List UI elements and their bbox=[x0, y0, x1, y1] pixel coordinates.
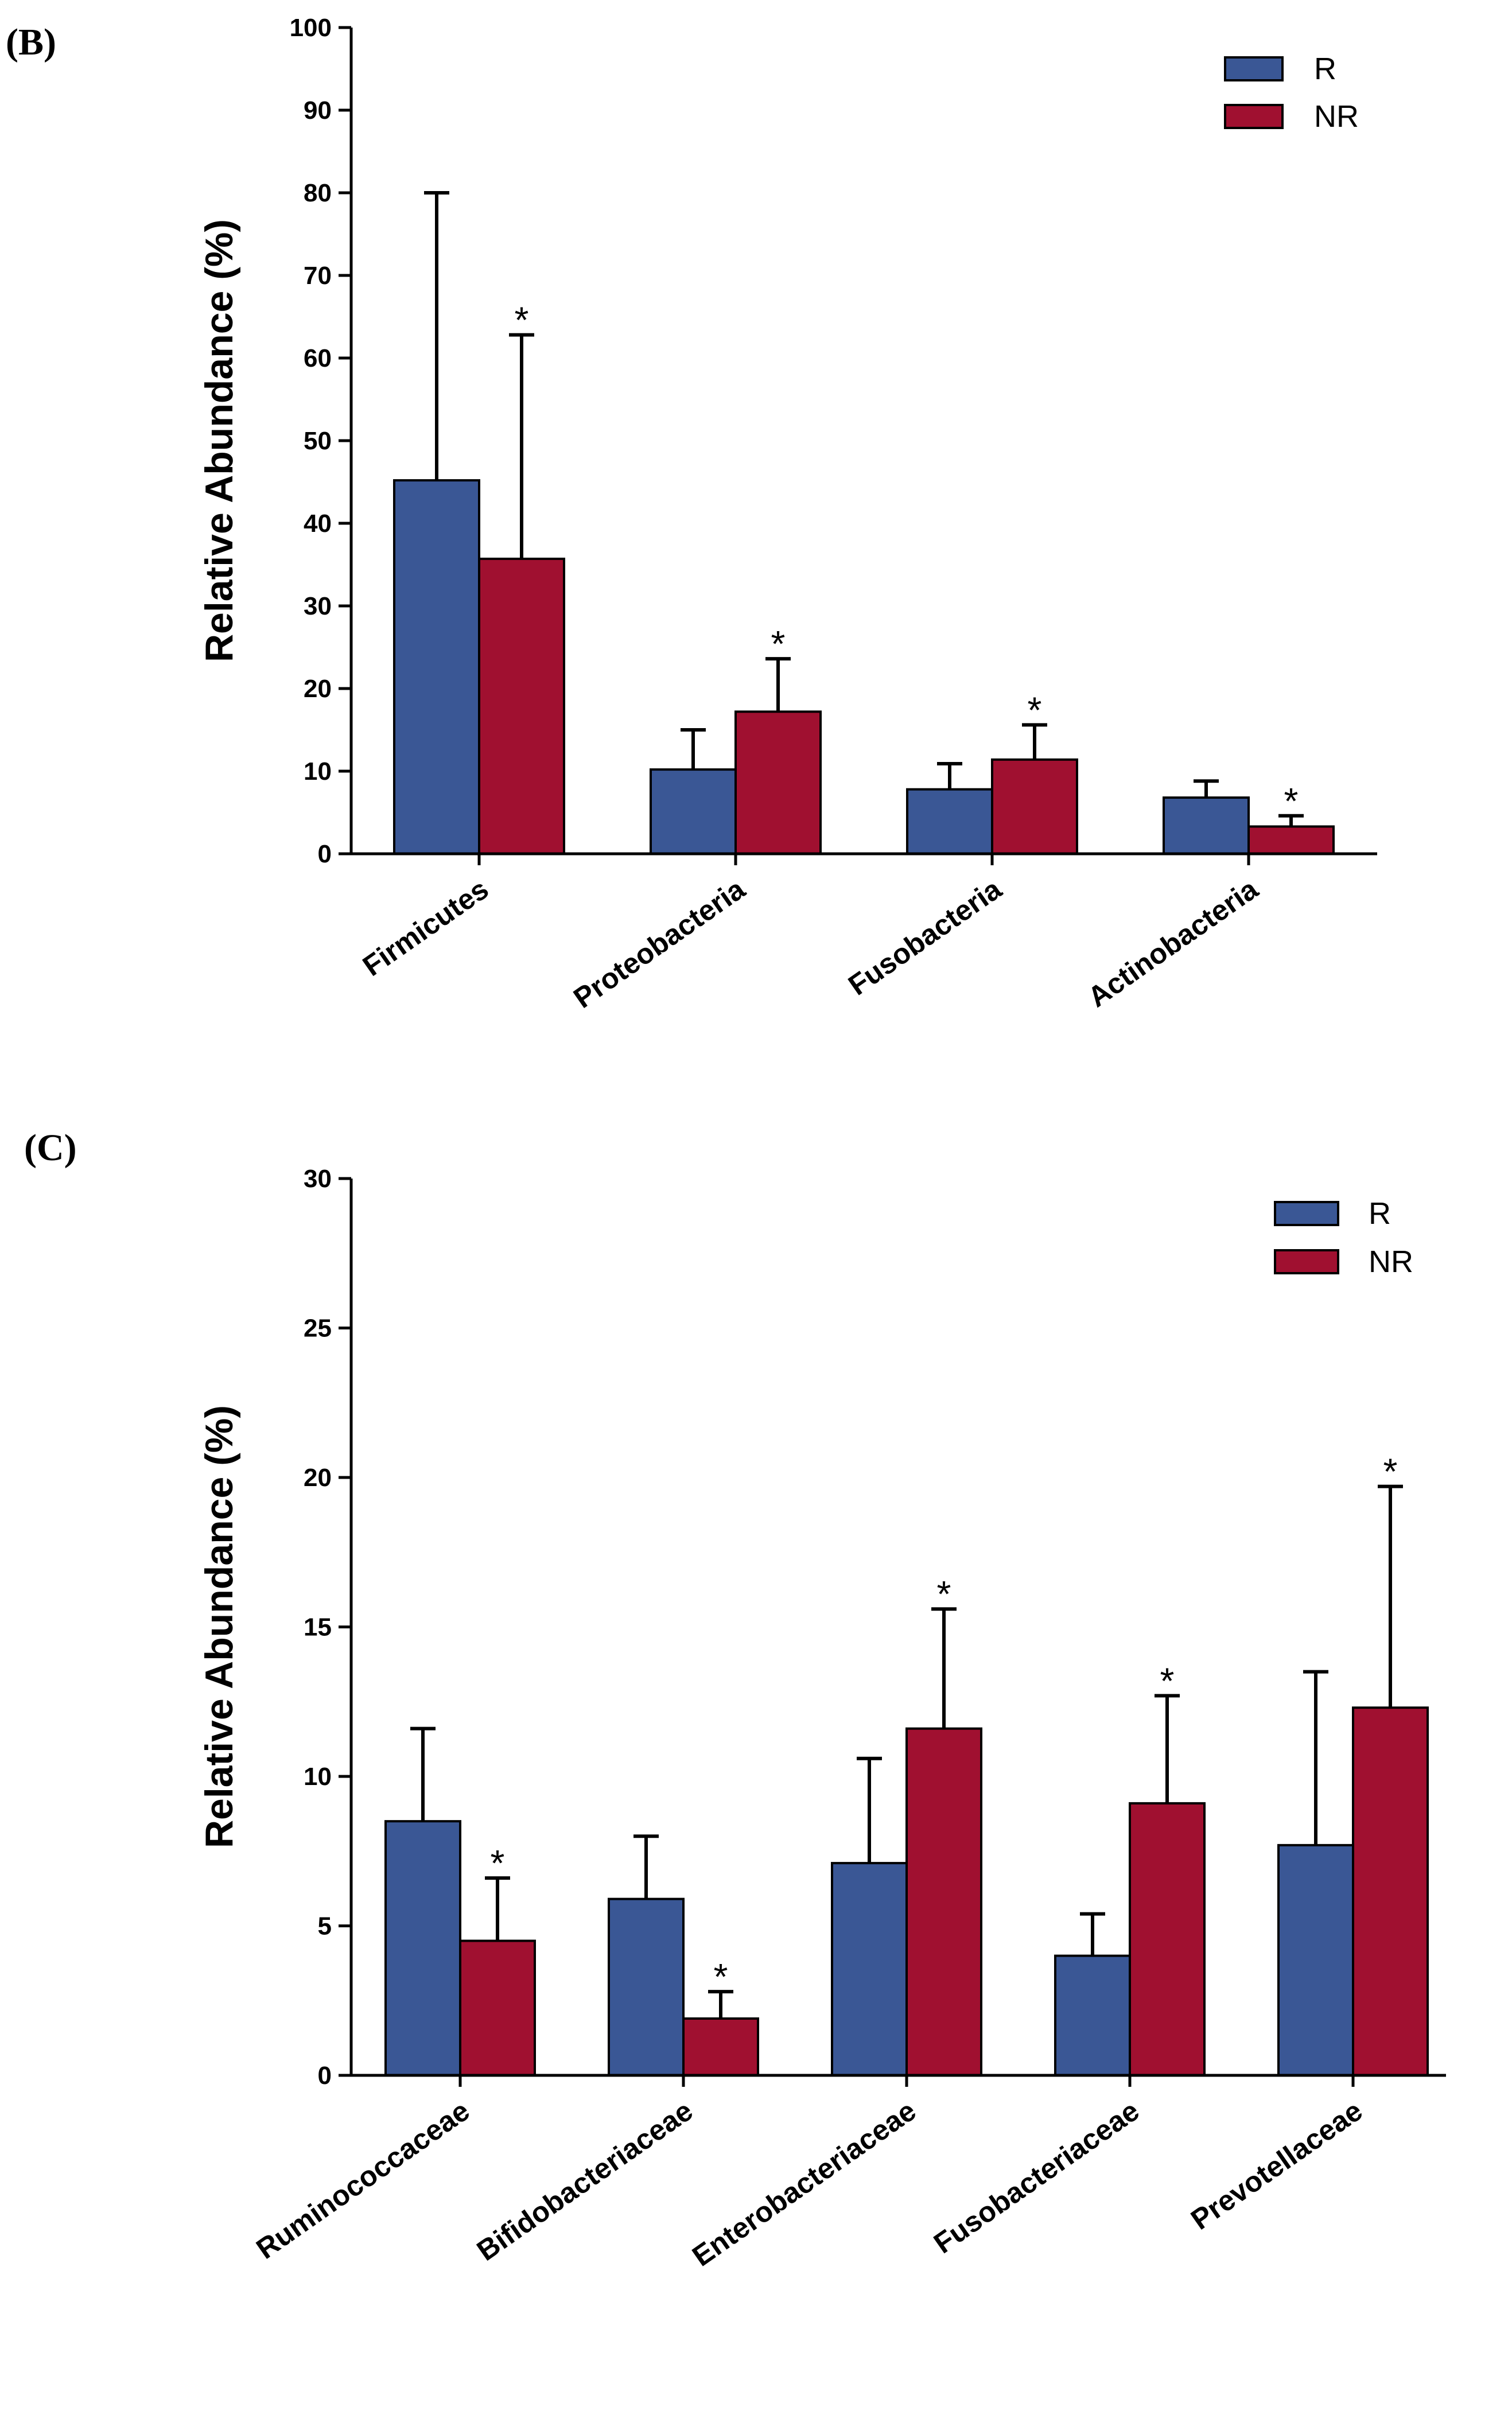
y-axis-label-b: Relative Abundance (%) bbox=[197, 219, 241, 662]
y-tick-label-b-3: 30 bbox=[304, 592, 332, 620]
bar-b-nr-0 bbox=[478, 557, 565, 855]
y-tick-label-c-6: 30 bbox=[304, 1165, 332, 1193]
bar-b-nr-3 bbox=[1247, 825, 1335, 855]
bar-c-nr-0 bbox=[459, 1939, 536, 2077]
category-label-c-4: Prevotellaceae bbox=[1185, 2094, 1368, 2236]
significance-marker-b-2: * bbox=[1028, 689, 1042, 730]
y-tick-label-b-7: 70 bbox=[304, 262, 332, 290]
legend-swatch-c-r bbox=[1274, 1201, 1339, 1226]
legend-label-c-r: R bbox=[1369, 1196, 1391, 1231]
y-tick-label-c-2: 10 bbox=[304, 1763, 332, 1791]
legend-swatch-c-nr bbox=[1274, 1249, 1339, 1274]
bar-c-r-0 bbox=[384, 1820, 461, 2076]
panel-label-b: (B) bbox=[6, 21, 56, 63]
y-tick-label-b-0: 0 bbox=[318, 840, 332, 868]
category-label-c-1: Bifidobacteriaceae bbox=[471, 2094, 698, 2267]
y-tick-label-b-8: 80 bbox=[304, 179, 332, 207]
legend-swatch-b-r bbox=[1224, 56, 1284, 81]
bar-b-r-0 bbox=[393, 479, 480, 855]
significance-marker-c-2: * bbox=[937, 1573, 951, 1615]
significance-marker-c-4: * bbox=[1383, 1451, 1398, 1492]
panel-label-c: (C) bbox=[24, 1127, 77, 1169]
category-label-b-1: Proteobacteria bbox=[568, 872, 751, 1014]
y-tick-label-c-4: 20 bbox=[304, 1464, 332, 1492]
category-label-b-3: Actinobacteria bbox=[1082, 872, 1265, 1013]
y-tick-label-c-0: 0 bbox=[318, 2062, 332, 2090]
bar-b-nr-1 bbox=[734, 710, 822, 855]
significance-marker-c-1: * bbox=[714, 1956, 728, 1997]
bar-c-nr-2 bbox=[905, 1727, 982, 2076]
category-label-c-2: Enterobacteriaceae bbox=[686, 2094, 922, 2272]
legend-label-b-nr: NR bbox=[1314, 99, 1359, 134]
significance-marker-c-0: * bbox=[491, 1842, 505, 1884]
bar-b-r-3 bbox=[1163, 796, 1250, 855]
significance-marker-b-1: * bbox=[771, 623, 786, 664]
y-tick-label-c-1: 5 bbox=[318, 1912, 332, 1941]
y-tick-label-b-6: 60 bbox=[304, 344, 332, 372]
category-label-b-0: Firmicutes bbox=[357, 873, 494, 982]
bar-c-r-1 bbox=[608, 1897, 685, 2077]
y-tick-label-c-5: 25 bbox=[304, 1315, 332, 1343]
bar-c-r-4 bbox=[1277, 1844, 1354, 2077]
bar-c-r-3 bbox=[1054, 1954, 1131, 2077]
y-axis-label-c: Relative Abundance (%) bbox=[197, 1405, 241, 1848]
y-tick-label-b-10: 100 bbox=[290, 14, 332, 42]
bar-b-nr-2 bbox=[991, 758, 1078, 855]
bar-b-r-2 bbox=[906, 788, 993, 855]
y-tick-label-b-9: 90 bbox=[304, 96, 332, 125]
bar-c-r-2 bbox=[831, 1862, 908, 2077]
bar-c-nr-3 bbox=[1129, 1802, 1206, 2076]
y-tick-label-c-3: 15 bbox=[304, 1613, 332, 1642]
bar-c-nr-1 bbox=[682, 2017, 759, 2077]
legend-label-c-nr: NR bbox=[1369, 1245, 1413, 1279]
y-tick-label-b-5: 50 bbox=[304, 427, 332, 455]
category-label-b-2: Fusobacteria bbox=[842, 872, 1008, 1001]
legend-label-b-r: R bbox=[1314, 52, 1336, 86]
bar-b-r-1 bbox=[650, 768, 737, 855]
y-tick-label-b-1: 10 bbox=[304, 757, 332, 785]
significance-marker-b-0: * bbox=[515, 300, 529, 341]
category-label-c-3: Fusobacteriaceae bbox=[928, 2094, 1145, 2260]
significance-marker-c-3: * bbox=[1160, 1660, 1175, 1701]
category-label-c-0: Ruminococcaceae bbox=[251, 2094, 476, 2265]
significance-marker-b-3: * bbox=[1284, 780, 1299, 822]
legend-swatch-b-nr bbox=[1224, 104, 1284, 129]
y-tick-label-b-2: 20 bbox=[304, 675, 332, 703]
y-tick-label-b-4: 40 bbox=[304, 510, 332, 538]
bar-c-nr-4 bbox=[1352, 1706, 1429, 2076]
